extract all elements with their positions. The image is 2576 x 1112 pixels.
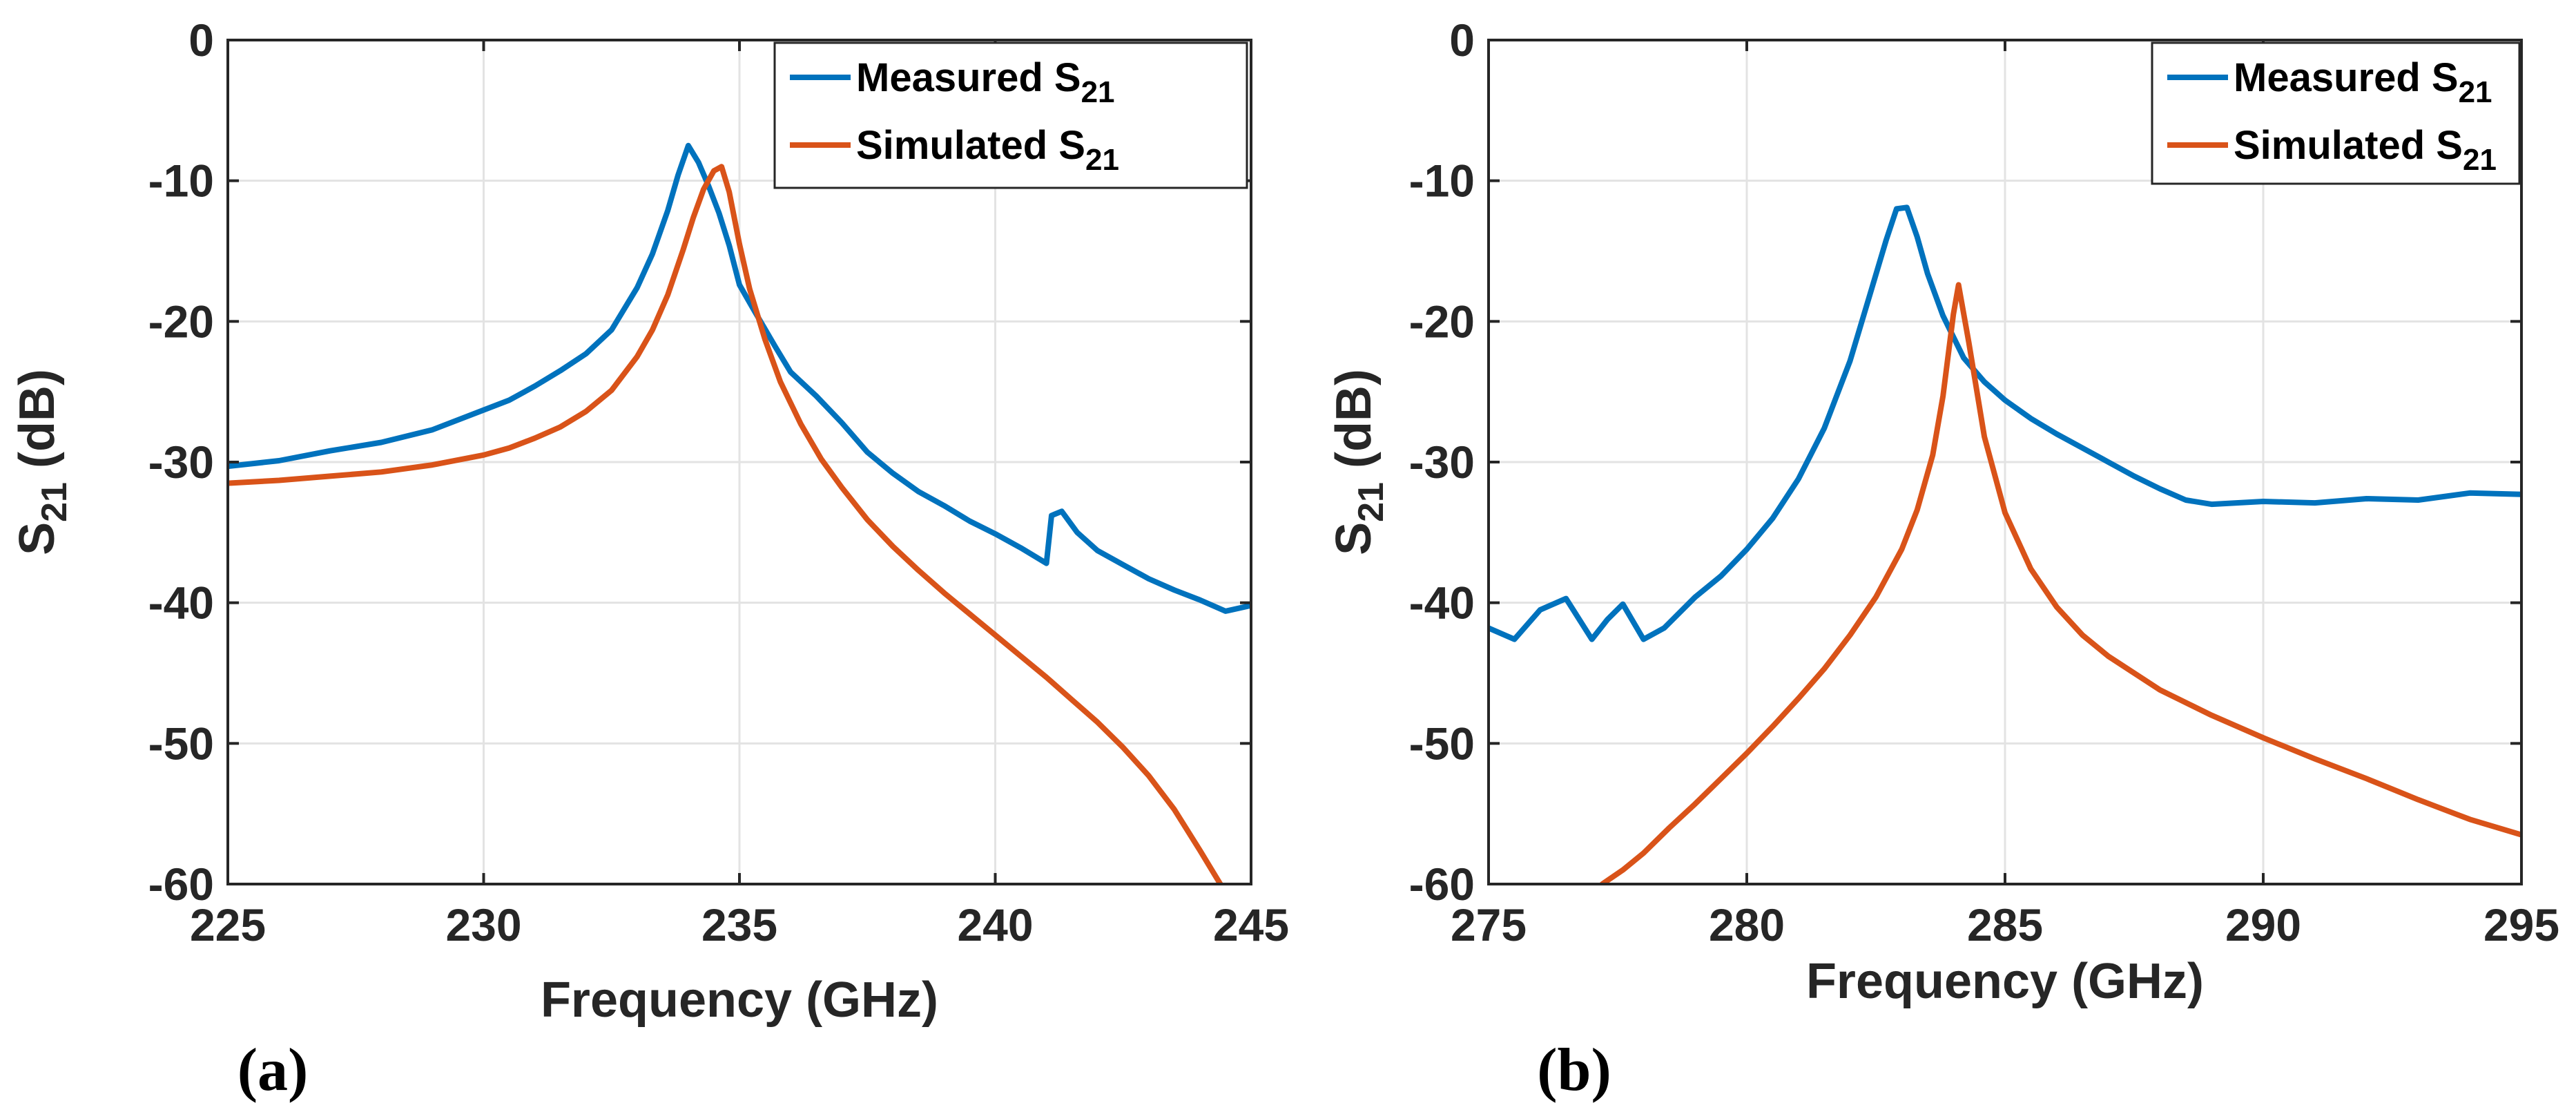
legend-label: Measured S21 [2234,55,2492,109]
y-tick-label: -30 [1409,437,1475,488]
y-tick-label: -20 [148,296,214,347]
y-tick-label: 0 [1449,15,1475,66]
legend-label-main: Measured S [2234,55,2459,100]
legend-box [2151,41,2521,185]
x-tick-label: 280 [1709,899,1785,950]
simulated-s21-line [1599,282,2521,884]
y-tick-label: -30 [148,437,214,488]
x-tick-label: 235 [701,899,777,950]
y-tick-label: -10 [1409,155,1475,207]
y-axis-label-main: S [1326,522,1382,555]
legend-label: Simulated S21 [856,123,1119,177]
chart-panel-b: 275 280 285 290 295 -60 -50 -40 -30 -20 -10 0 Freque… [1326,15,2559,1104]
x-tick-label: 285 [1967,899,2043,950]
y-tick-label: -50 [1409,718,1475,769]
x-tick-label: 275 [1451,899,1527,950]
simulated-s21-line [228,164,1223,884]
y-axis-label-unit: (dB) [1326,369,1382,482]
chart-panel-a: 225 230 235 240 245 -60 -50 -40 -30 -20 -10 0 Freque… [10,15,1289,1104]
y-tick-label: -40 [148,577,214,629]
panel-label: (b) [1537,1037,1611,1104]
legend-label-subscript: 21 [2459,75,2492,109]
legend-box [773,41,1248,189]
x-tick-label: 230 [445,899,521,950]
legend-item-measured: Measured S21 [790,55,1115,109]
x-axis-label: Frequency (GHz) [1806,954,2204,1009]
y-axis-label-subscript: 21 [35,482,75,522]
y-axis-label: S21 (dB) [10,369,75,555]
panel-label: (a) [238,1037,309,1104]
x-tick-label: 295 [2483,899,2559,950]
legend-label-main: Measured S [856,55,1081,100]
y-tick-label: -40 [1409,577,1475,629]
x-tick-label: 240 [957,899,1033,950]
measured-s21-line [1489,204,2521,642]
y-tick-label: -60 [1409,859,1475,910]
legend-label-main: Simulated S [2234,123,2463,168]
legend-label-subscript: 21 [2463,143,2497,177]
x-tick-label: 225 [190,899,266,950]
x-tick-label: 290 [2225,899,2301,950]
y-axis-label-unit: (dB) [10,369,65,482]
y-tick-label: -10 [148,155,214,207]
y-tick-label: -50 [148,718,214,769]
legend-item-simulated: Simulated S21 [2167,123,2497,177]
x-tick-label: 245 [1213,899,1289,950]
measured-s21-line [228,142,1251,614]
legend-label-subscript: 21 [1081,75,1115,109]
y-axis-label-main: S [10,522,65,555]
y-tick-label: -20 [1409,296,1475,347]
y-axis-label-subscript: 21 [1351,482,1391,522]
y-tick-label: -60 [148,859,214,910]
legend-label-main: Simulated S [856,123,1085,168]
y-axis-label: S21 (dB) [1326,369,1391,555]
legend-label-subscript: 21 [1085,143,1119,177]
legend-item-measured: Measured S21 [2167,55,2492,109]
y-tick-label: 0 [188,15,214,66]
legend-item-simulated: Simulated S21 [790,123,1119,177]
x-axis-label: Frequency (GHz) [541,972,938,1028]
legend-label: Simulated S21 [2234,123,2497,177]
legend-label: Measured S21 [856,55,1115,109]
